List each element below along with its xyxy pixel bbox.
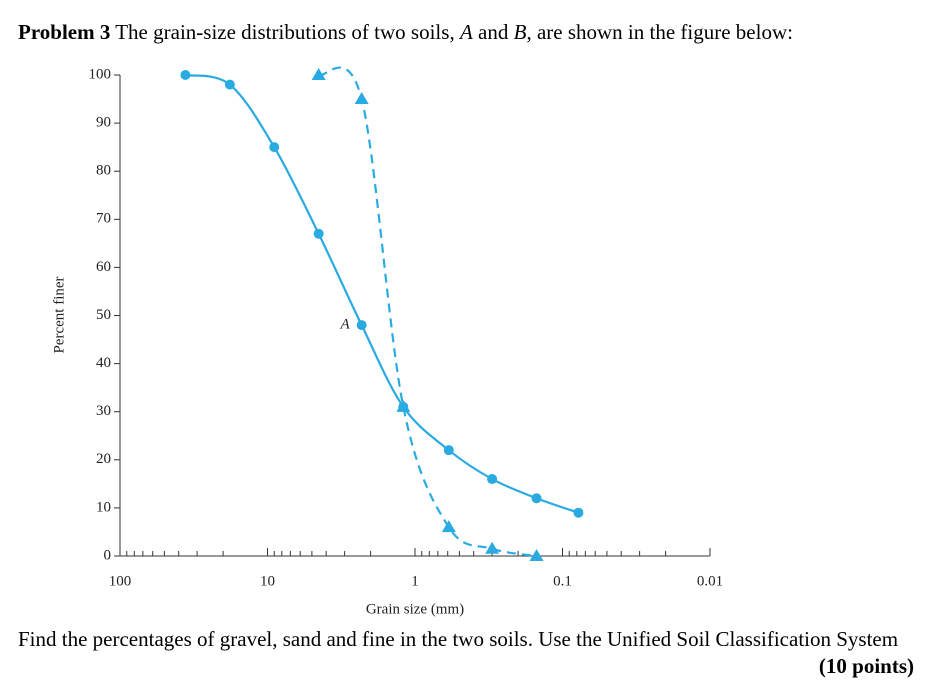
series-line [318, 66, 537, 558]
text: Find the percentages of gravel, sand and… [18, 627, 899, 651]
series-label: A [339, 317, 350, 333]
y-tick-label: 0 [104, 547, 112, 563]
marker [313, 228, 324, 239]
series-line [185, 73, 579, 514]
text: A [459, 20, 473, 44]
y-tick-label: 30 [96, 403, 111, 419]
y-axis-title: Percent finer [51, 276, 67, 353]
marker [180, 70, 191, 80]
text: B [513, 20, 527, 44]
y-tick-label: 90 [96, 115, 111, 131]
marker [354, 92, 369, 105]
problem-label: Problem 3 [18, 20, 111, 44]
y-tick-label: 80 [96, 163, 111, 179]
text: and [472, 20, 514, 44]
x-tick-label: 100 [109, 573, 132, 589]
marker [269, 142, 280, 153]
marker [396, 399, 411, 412]
marker [356, 320, 367, 331]
x-tick-label: 0.01 [697, 573, 723, 589]
text: The grain-size distributions of two soil… [115, 20, 460, 44]
y-tick-label: 60 [96, 259, 111, 275]
y-tick-label: 10 [96, 499, 111, 515]
text: , are shown in the figure below: [526, 20, 793, 44]
x-tick-label: 10 [260, 573, 275, 589]
marker [441, 520, 456, 533]
marker [443, 445, 454, 456]
marker [531, 493, 542, 504]
marker [487, 474, 498, 485]
marker [311, 68, 326, 80]
x-axis-title: Grain size (mm) [366, 601, 464, 617]
marker [573, 507, 584, 518]
points: (10 points) [818, 654, 914, 678]
y-tick-label: 40 [96, 355, 111, 371]
y-tick-label: 20 [96, 451, 111, 467]
marker [529, 549, 544, 561]
marker [224, 79, 235, 90]
y-tick-label: 100 [89, 66, 112, 82]
question: Find the percentages of gravel, sand and… [18, 626, 914, 680]
problem-statement: Problem 3 The grain-size distributions o… [18, 20, 793, 45]
x-tick-label: 1 [411, 573, 419, 589]
marker [485, 541, 500, 554]
y-tick-label: 50 [96, 307, 111, 323]
chart: Percent finer Grain size (mm) 0 10 20 30 40 5… [51, 66, 723, 617]
y-tick-label: 70 [96, 211, 111, 227]
x-tick-label: 0.1 [553, 573, 572, 589]
